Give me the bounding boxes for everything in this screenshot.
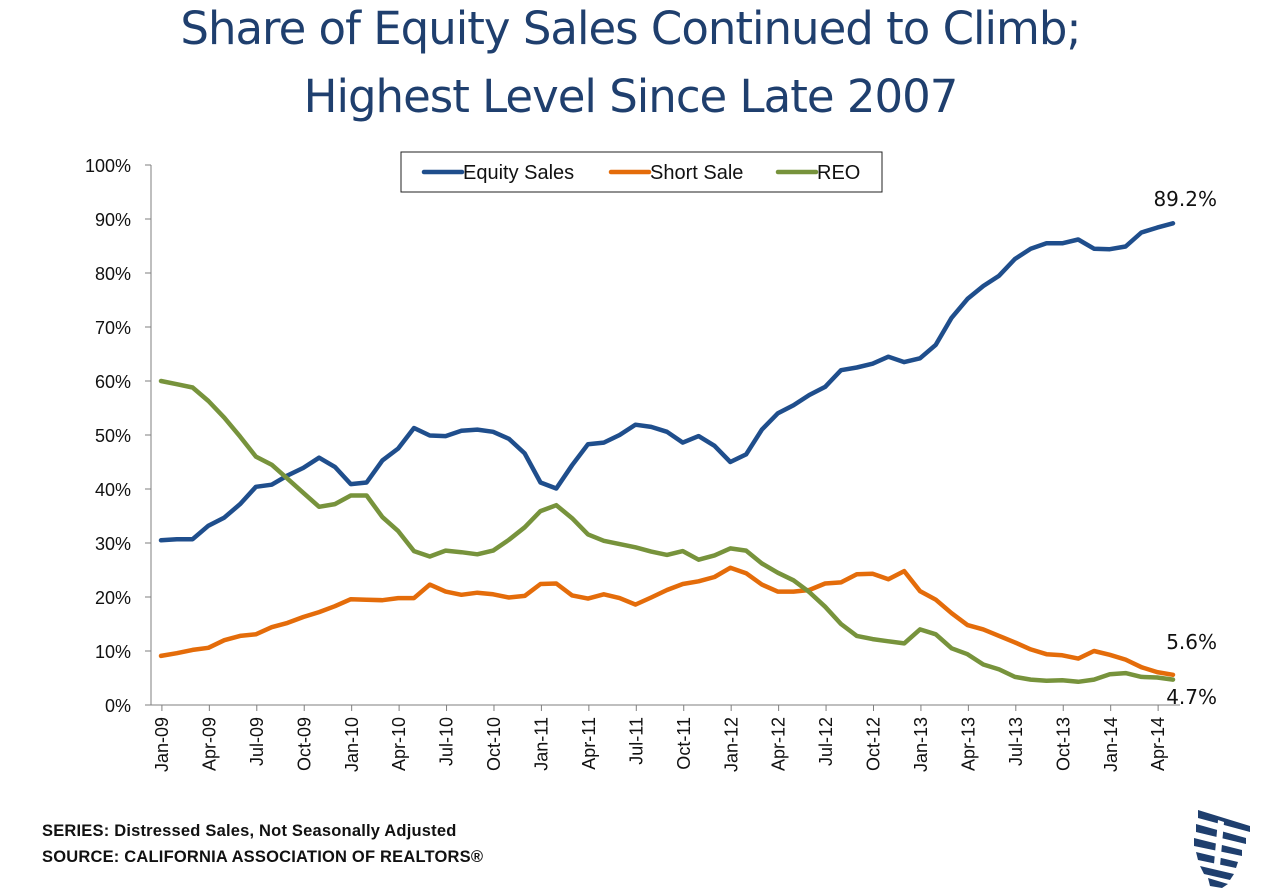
x-tick-label: Apr-12	[769, 717, 789, 771]
chart-axes: 0% 10% 20% 30% 40% 50% 60% 70% 80% 90% 100% Jan-09 A…	[85, 156, 1180, 772]
y-tick-label: 20%	[95, 588, 131, 608]
x-tick-label: Jan-13	[911, 717, 931, 772]
chart-title-line-1: Share of Equity Sales Continued to Climb…	[180, 2, 1081, 55]
x-tick-label: Apr-13	[958, 717, 978, 771]
y-tick-label: 80%	[95, 264, 131, 284]
chart-annotations: 89.2% 5.6% 4.7%	[1153, 187, 1217, 709]
chart-title-line-2: Highest Level Since Late 2007	[303, 70, 959, 123]
y-tick-label: 50%	[95, 426, 131, 446]
x-tick-label: Oct-09	[294, 717, 314, 771]
end-value-label: 4.7%	[1166, 685, 1217, 709]
x-tick-label: Jul-09	[247, 717, 267, 766]
x-tick-label: Apr-11	[579, 717, 599, 770]
x-tick-label: Jul-11	[626, 717, 646, 765]
x-tick-label: Apr-09	[199, 717, 219, 771]
short-sale-line	[158, 565, 1176, 678]
x-tick-label: Oct-11	[674, 717, 694, 770]
x-tick-label: Oct-10	[484, 717, 504, 771]
y-tick-label: 100%	[85, 156, 131, 176]
chart-legend: Equity Sales Short Sale REO	[400, 151, 883, 193]
series-footnote: SERIES: Distressed Sales, Not Seasonally…	[42, 822, 457, 840]
reo-line	[158, 378, 1176, 685]
x-tick-label: Oct-12	[864, 717, 884, 771]
y-tick-label: 30%	[95, 534, 131, 554]
y-tick-label: 10%	[95, 642, 131, 662]
x-tick-label: Jan-11	[532, 717, 552, 771]
chart-series	[158, 221, 1176, 685]
source-footnote: SOURCE: CALIFORNIA ASSOCIATION OF REALTO…	[42, 848, 484, 866]
x-tick-label: Apr-10	[389, 717, 409, 771]
x-tick-label: Jan-12	[721, 717, 741, 772]
x-tick-label: Jan-10	[342, 717, 362, 772]
x-tick-label: Jul-13	[1006, 717, 1026, 766]
x-tick-label: Oct-13	[1053, 717, 1073, 771]
x-tick-label: Apr-14	[1148, 717, 1168, 771]
x-tick-label: Jan-14	[1101, 717, 1121, 772]
end-value-label: 89.2%	[1153, 187, 1217, 211]
legend-label: Equity Sales	[463, 162, 574, 184]
car-logo-icon	[1194, 810, 1250, 888]
y-tick-label: 60%	[95, 372, 131, 392]
y-tick-label: 40%	[95, 480, 131, 500]
x-tick-label: Jul-10	[437, 717, 457, 766]
y-tick-label: 70%	[95, 318, 131, 338]
y-tick-label: 0%	[105, 696, 131, 716]
equity-sales-line	[158, 221, 1176, 543]
end-value-label: 5.6%	[1166, 630, 1217, 654]
y-tick-label: 90%	[95, 210, 131, 230]
x-tick-label: Jan-09	[152, 717, 172, 772]
legend-label: Short Sale	[650, 162, 743, 184]
legend-label: REO	[817, 162, 860, 184]
x-tick-label: Jul-12	[816, 717, 836, 766]
